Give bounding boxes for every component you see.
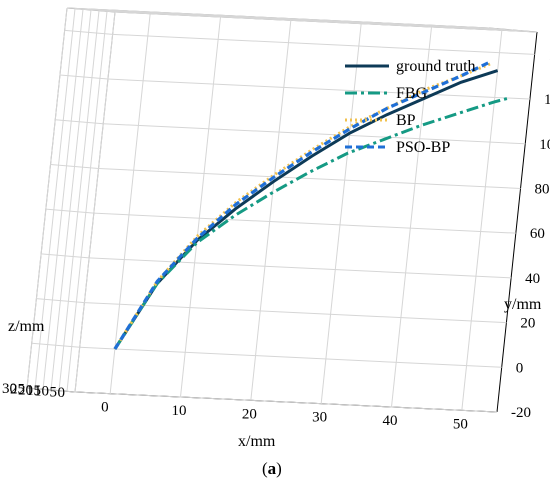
x-tick-label: 30: [312, 410, 327, 426]
caption-letter: a: [268, 459, 277, 478]
x-tick-label: 50: [453, 416, 468, 432]
y-gridline: [84, 302, 507, 324]
z-tick-label: 0: [58, 385, 66, 401]
y-gridline: [89, 257, 512, 279]
y-gridline: [93, 212, 516, 234]
x-gridline: [180, 16, 221, 398]
x-gridline: [391, 26, 432, 408]
x-tick-label: 40: [383, 413, 398, 429]
legend: ground truth FBG BP PSO-BP: [345, 58, 476, 156]
z-gridline-left: [58, 10, 100, 391]
z-gridline-left: [34, 8, 76, 389]
y-gridline: [79, 346, 502, 368]
z-gridline-left: [74, 11, 116, 393]
z-tick-label: 15: [26, 383, 41, 399]
y-tick-label: 140: [549, 47, 550, 63]
caption-close: ): [276, 459, 282, 478]
series-line-2: [113, 62, 492, 350]
legend-label-3: PSO-BP: [396, 139, 450, 156]
z-gridline-left: [42, 9, 84, 390]
z-tick-label: 20: [18, 382, 33, 398]
y-gridline: [98, 167, 521, 189]
x-gridline: [461, 30, 503, 411]
plot-area: [113, 59, 510, 350]
series-line-1: [113, 96, 510, 350]
y-tick-label: 100: [539, 137, 550, 153]
x-tick-label: 10: [172, 403, 187, 419]
x-gridline: [250, 20, 292, 401]
x-axis-label: x/mm: [238, 433, 276, 450]
x-gridline: [109, 13, 151, 394]
y-gridline: [112, 33, 535, 55]
z-gridline-left: [50, 9, 92, 391]
z-axis-label: z/mm: [8, 318, 45, 335]
legend-label-2: BP: [396, 112, 416, 129]
y-tick-label: 0: [516, 360, 524, 376]
y-tick-label: 60: [530, 226, 545, 242]
y-tick-label: -20: [511, 405, 531, 421]
y-gridline: [103, 123, 526, 145]
legend-label-1: FBG: [396, 85, 428, 102]
z-gridline-back: [66, 7, 490, 29]
x-gridline: [320, 23, 362, 404]
z-tick-label: 10: [34, 384, 49, 400]
z-tick-label: 30: [2, 381, 17, 397]
y-tick-label: 40: [525, 271, 540, 287]
z-gridline-left: [66, 11, 108, 392]
y-tick-label: 20: [520, 316, 535, 332]
z-tick-label: 5: [50, 384, 58, 400]
y-gridline: [74, 391, 498, 413]
y-tick-label: 80: [535, 181, 550, 197]
z-gridline-left: [26, 7, 68, 389]
y-tick-label: 120: [544, 92, 550, 108]
caption-open: (: [262, 459, 268, 478]
y-axis-label: y/mm: [504, 296, 542, 313]
tick-labels: 01020304050-2002040608010012014005101520…: [2, 47, 550, 432]
y-axis-line: [496, 31, 538, 413]
grid-lines: [26, 7, 538, 413]
y-gridline: [107, 78, 530, 100]
legend-label-0: ground truth: [396, 58, 476, 75]
x-tick-label: 0: [101, 400, 109, 416]
figure-caption: (a): [262, 459, 282, 478]
x-tick-label: 20: [242, 406, 257, 422]
z-tick-label: 25: [10, 382, 25, 398]
series-line-3: [113, 59, 493, 350]
